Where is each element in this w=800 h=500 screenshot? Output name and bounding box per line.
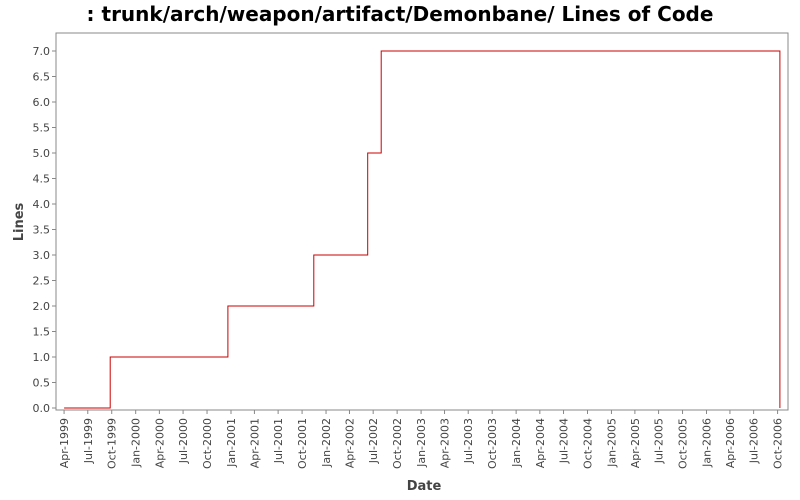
y-tick-label: 0.0 [33, 402, 51, 415]
x-tick-label: Jan-2002 [320, 418, 333, 468]
series-line [64, 50, 781, 409]
y-tick-label: 4.5 [33, 173, 51, 186]
x-tick-label: Apr-2003 [439, 418, 452, 468]
x-tick-label: Jul-2004 [558, 418, 571, 464]
x-tick-label: Jan-2006 [700, 418, 713, 468]
plot-area [55, 32, 789, 411]
x-tick-label: Apr-2004 [534, 418, 547, 468]
x-tick-label: Jul-2002 [367, 418, 380, 464]
y-tick-label: 1.0 [33, 351, 51, 364]
y-tick-label: 7.0 [33, 45, 51, 58]
chart-title: : trunk/arch/weapon/artifact/Demonbane/ … [86, 2, 714, 26]
y-tick-label: 3.5 [33, 224, 51, 237]
y-tick-label: 6.5 [33, 71, 51, 84]
x-tick-label: Oct-2001 [296, 418, 309, 469]
y-axis: 0.0 0.5 1.0 1.5 2.0 2.5 3.0 3.5 4.0 4.5 5.0 5.5 6.0 6… [33, 45, 56, 415]
x-tick-label: Apr-2005 [629, 418, 642, 468]
x-tick-label: Apr-2006 [724, 418, 737, 468]
x-tick-label: Jul-2001 [272, 418, 285, 464]
x-tick-label: Jan-2000 [130, 418, 143, 468]
y-tick-label: 3.0 [33, 249, 51, 262]
x-tick-label: Apr-1999 [58, 418, 71, 468]
x-tick-label: Oct-2002 [391, 418, 404, 469]
x-tick-label: Jan-2004 [510, 418, 523, 468]
y-tick-label: 2.0 [33, 300, 51, 313]
x-tick-label: Oct-2005 [677, 418, 690, 469]
x-tick-label: Oct-2004 [581, 418, 594, 469]
y-tick-label: 5.5 [33, 122, 51, 135]
x-axis-label: Date [407, 479, 442, 494]
x-tick-label: Jan-2005 [605, 418, 618, 468]
x-axis: Apr-1999 Jul-1999 Oct-1999 Jan-2000 Apr-2000… [58, 410, 785, 469]
x-tick-label: Oct-2000 [201, 418, 214, 469]
x-tick-label: Jul-2005 [653, 418, 666, 464]
y-tick-label: 0.5 [33, 377, 51, 390]
x-tick-label: Apr-2002 [343, 418, 356, 468]
y-tick-label: 2.5 [33, 275, 51, 288]
x-tick-label: Apr-2001 [248, 418, 261, 468]
x-tick-label: Oct-2003 [486, 418, 499, 469]
x-tick-label: Oct-1999 [106, 418, 119, 469]
x-tick-label: Jul-2006 [748, 418, 761, 464]
x-tick-label: Oct-2006 [772, 418, 785, 469]
x-tick-label: Apr-2000 [153, 418, 166, 468]
y-tick-label: 6.0 [33, 96, 51, 109]
x-tick-label: Jul-2000 [177, 418, 190, 464]
x-tick-label: Jan-2003 [415, 418, 428, 468]
x-tick-label: Jan-2001 [225, 418, 238, 468]
x-tick-label: Jul-2003 [462, 418, 475, 464]
y-axis-label: Lines [12, 202, 27, 241]
y-tick-label: 1.5 [33, 326, 51, 339]
x-tick-label: Jul-1999 [82, 418, 95, 464]
y-tick-label: 5.0 [33, 147, 51, 160]
y-tick-label: 4.0 [33, 198, 51, 211]
